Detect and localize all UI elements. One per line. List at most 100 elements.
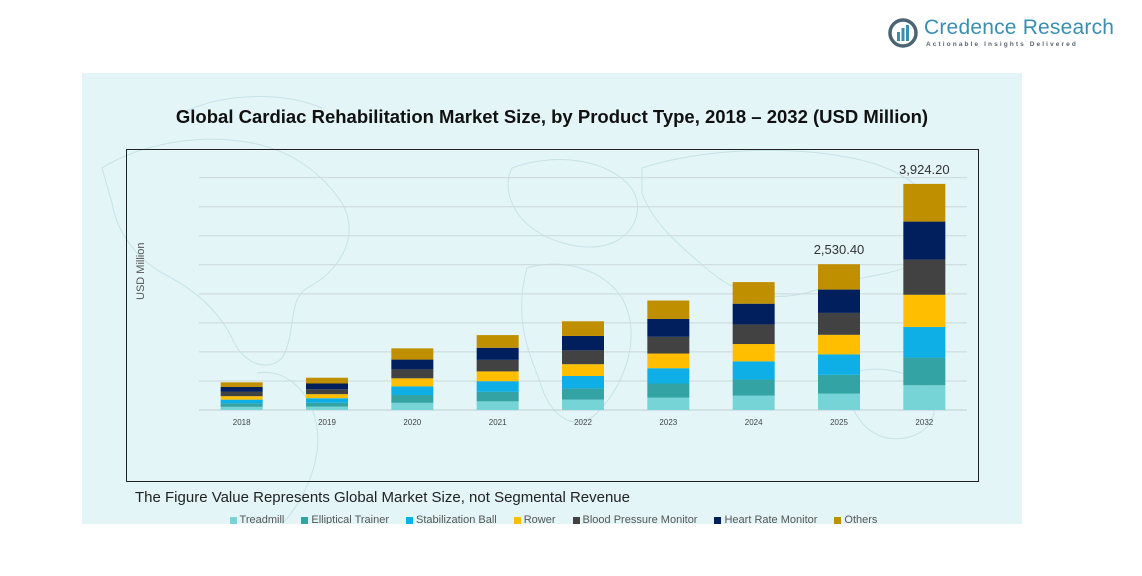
bar-segment-others-2032 <box>903 183 946 222</box>
bar-segment-blood-pressure-monitor-2032 <box>903 259 946 295</box>
bar-segment-others-2021 <box>476 335 519 348</box>
bar-segment-others-2022 <box>562 321 604 336</box>
bar-segment-others-2024 <box>732 282 775 304</box>
legend-label: Others <box>844 514 878 524</box>
brand-tagline: Actionable Insights Delivered <box>926 41 1078 48</box>
bar-segment-blood-pressure-monitor-2021 <box>476 359 519 372</box>
bar-segment-rower-2020 <box>391 378 434 387</box>
bar-segment-blood-pressure-monitor-2024 <box>732 324 775 345</box>
bar-segment-treadmill-2021 <box>476 401 519 410</box>
chart-legend: Treadmill Elliptical Trainer Stabilization… <box>127 511 980 524</box>
legend-label: Elliptical Trainer <box>311 514 390 524</box>
x-tick-label: 2032 <box>915 418 933 427</box>
bar-segment-rower-2023 <box>647 353 690 369</box>
x-tick-label: 2024 <box>745 418 763 427</box>
legend-item-treadmill: Treadmill <box>229 511 285 524</box>
bar-segment-treadmill-2018 <box>220 406 263 410</box>
bar-segment-blood-pressure-monitor-2022 <box>562 350 604 365</box>
legend-item-others: Others <box>834 511 877 524</box>
bar-segment-blood-pressure-monitor-2020 <box>391 369 434 379</box>
legend-label: Heart Rate Monitor <box>724 514 818 524</box>
bar-segment-treadmill-2019 <box>306 406 348 410</box>
bar-segment-rower-2021 <box>476 371 519 382</box>
bar-segment-rower-2018 <box>220 396 263 400</box>
legend-swatch <box>714 516 722 524</box>
x-tick-label: 2019 <box>318 418 336 427</box>
bar-segment-rower-2019 <box>306 394 348 399</box>
bar-segment-treadmill-2023 <box>647 397 690 410</box>
data-label-2032: 3,924.20 <box>899 162 950 177</box>
x-tick-label: 2021 <box>489 418 507 427</box>
bar-segment-heart-rate-monitor-2032 <box>903 221 946 260</box>
chart-frame: USD Million 2018 2019 2020 2021 2022 2023 2024… <box>126 149 979 524</box>
bar-segment-stabilization-ball-2019 <box>306 398 348 403</box>
bar-segment-elliptical-trainer-2019 <box>306 402 348 407</box>
legend-swatch <box>572 516 580 524</box>
bar-segment-stabilization-ball-2018 <box>220 399 263 404</box>
bar-segment-stabilization-ball-2032 <box>903 327 946 358</box>
bar-segment-heart-rate-monitor-2024 <box>732 303 775 325</box>
legend-label: Blood Pressure Monitor <box>582 514 698 524</box>
bar-segment-elliptical-trainer-2020 <box>391 395 434 403</box>
bar-segment-others-2018 <box>220 382 263 387</box>
legend-item-elliptical-trainer: Elliptical Trainer <box>301 511 389 524</box>
x-tick-label: 2022 <box>574 418 592 427</box>
legend-swatch <box>229 516 237 524</box>
world-map-background <box>101 96 939 524</box>
bar-segment-others-2023 <box>647 300 690 319</box>
legend-swatch <box>301 516 309 524</box>
brand-logo-icon <box>888 18 918 48</box>
bar-segment-elliptical-trainer-2025 <box>818 374 860 394</box>
chart-title: Global Cardiac Rehabilitation Market Siz… <box>175 106 929 127</box>
chart-plot: 2018 2019 2020 2021 2022 2023 2024 2025 2,530.40… <box>199 162 967 427</box>
legend-label: Rower <box>523 514 556 524</box>
bar-segment-elliptical-trainer-2032 <box>903 357 946 386</box>
bar-segment-heart-rate-monitor-2020 <box>391 359 434 370</box>
bar-segment-elliptical-trainer-2023 <box>647 383 690 398</box>
legend-item-stabilization-ball: Stabilization Ball <box>406 511 497 524</box>
legend-item-heart-rate-monitor: Heart Rate Monitor <box>714 511 817 524</box>
data-label-2025: 2,530.40 <box>814 242 865 257</box>
bar-segment-blood-pressure-monitor-2023 <box>647 336 690 354</box>
bar-segment-stabilization-ball-2022 <box>562 376 604 389</box>
footnote: The Figure Value Represents Global Marke… <box>135 489 630 506</box>
legend-swatch <box>513 516 521 524</box>
bar-segment-others-2025 <box>818 264 860 290</box>
bar-segment-heart-rate-monitor-2025 <box>818 289 860 313</box>
bar-segment-others-2019 <box>306 377 348 384</box>
legend-item-rower: Rower <box>513 511 556 524</box>
bar-segment-stabilization-ball-2020 <box>391 386 434 396</box>
legend-label: Stabilization Ball <box>416 514 497 524</box>
bar-segment-heart-rate-monitor-2018 <box>220 386 263 392</box>
bar-segment-stabilization-ball-2025 <box>818 354 860 375</box>
brand-name: Credence Research <box>924 16 1115 39</box>
legend-swatch <box>834 516 842 524</box>
bar-segment-blood-pressure-monitor-2019 <box>306 389 348 395</box>
bar-segment-treadmill-2024 <box>732 395 775 410</box>
bar-segment-rower-2022 <box>562 364 604 377</box>
bar-segment-elliptical-trainer-2024 <box>732 379 775 396</box>
bar-segment-blood-pressure-monitor-2025 <box>818 312 860 335</box>
bar-segment-elliptical-trainer-2022 <box>562 388 604 400</box>
bar-segment-elliptical-trainer-2018 <box>220 403 263 407</box>
bar-segment-stabilization-ball-2023 <box>647 368 690 384</box>
bar-segment-rower-2032 <box>903 294 946 328</box>
bar-segment-others-2020 <box>391 348 434 360</box>
bar-segment-rower-2025 <box>818 334 860 355</box>
brand-logo: Credence Research Actionable Insights De… <box>888 14 1114 54</box>
bar-segment-treadmill-2032 <box>903 385 946 410</box>
x-tick-label: 2025 <box>830 418 848 427</box>
bar-segment-rower-2024 <box>732 344 775 362</box>
x-tick-label: 2018 <box>233 418 251 427</box>
bar-segment-blood-pressure-monitor-2018 <box>220 391 263 397</box>
bar-segment-heart-rate-monitor-2021 <box>476 347 519 360</box>
legend-item-blood-pressure-monitor: Blood Pressure Monitor <box>572 511 698 524</box>
bar-segment-treadmill-2020 <box>391 402 434 410</box>
bar-segment-treadmill-2022 <box>562 399 604 410</box>
bar-segment-heart-rate-monitor-2023 <box>647 318 690 337</box>
bar-segment-stabilization-ball-2024 <box>732 361 775 380</box>
legend-label: Treadmill <box>239 514 285 524</box>
x-tick-label: 2023 <box>659 418 677 427</box>
chart-panel: Global Cardiac Rehabilitation Market Siz… <box>82 73 1022 524</box>
legend-swatch <box>406 516 414 524</box>
